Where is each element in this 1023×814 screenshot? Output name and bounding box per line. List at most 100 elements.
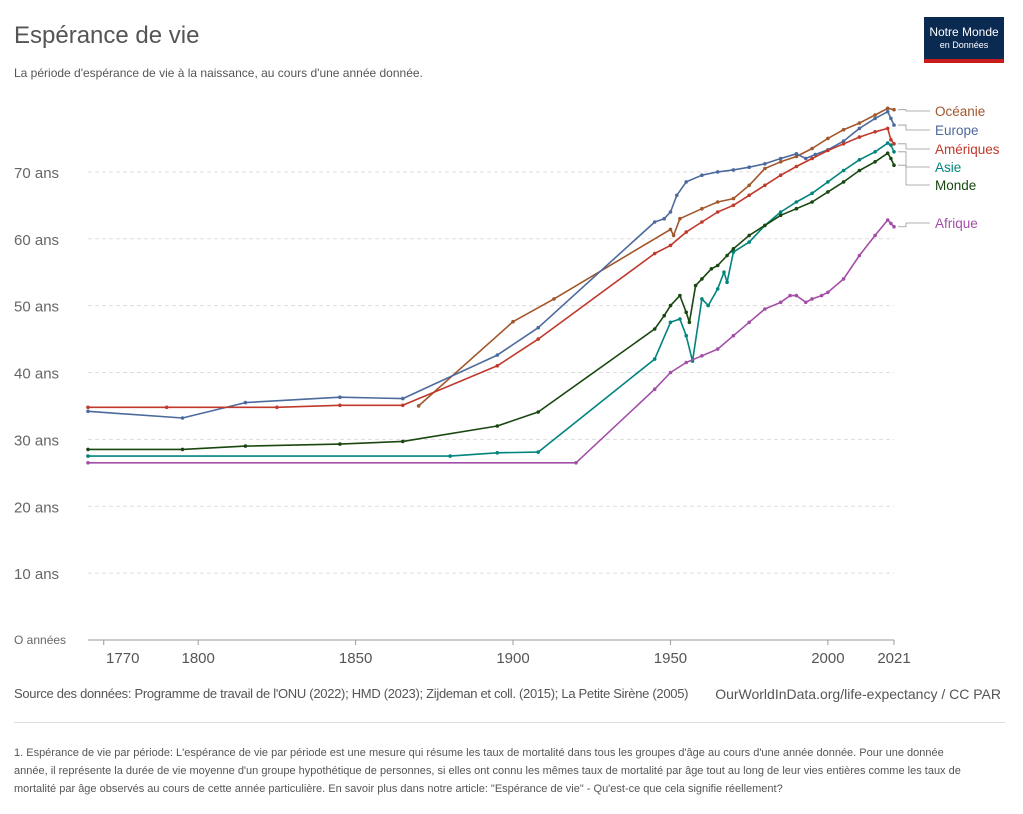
x-tick-label: 1800 [182,650,215,667]
data-point [652,387,657,392]
data-point [495,451,500,455]
data-point [892,107,896,112]
data-point [731,196,736,201]
data-point [671,233,676,238]
data-point [892,142,896,146]
data-point [675,193,679,198]
data-point [536,325,540,330]
x-axis: 1770 1800 1850 1900 1950 2000 2021 [88,639,911,667]
owid-logo[interactable]: Notre Monde en Données [924,17,1004,63]
y-tick-label: 10 ans [14,566,59,583]
data-point [794,154,799,159]
data-point [715,170,720,174]
series-line [88,142,895,457]
data-point [810,191,814,196]
data-point [778,213,783,218]
data-point [804,300,808,305]
data-point [709,267,714,271]
data-point [416,404,421,408]
data-point [778,160,783,164]
data-point [804,156,808,161]
data-point [86,454,90,458]
data-point [715,263,720,268]
data-point [731,333,736,338]
data-point [892,123,896,127]
data-point [747,320,751,325]
credit-link[interactable]: OurWorldInData.org/life-expectancy / CC … [715,686,1001,702]
chart-subtitle: La période d'espérance de vie à la naiss… [14,66,423,80]
data-point [873,160,877,164]
data-point [826,148,830,153]
data-point [725,253,729,258]
legend-connector [898,124,930,131]
data-point [338,442,342,446]
data-point [725,280,729,285]
legend-label: Asie [935,160,961,175]
y-tick-label: 40 ans [14,366,59,383]
data-point [180,416,185,420]
data-point [164,405,169,410]
data-point [652,251,657,256]
data-point [889,138,893,142]
series-asie [86,141,896,458]
data-point [857,168,862,173]
data-point [684,333,688,338]
data-point [684,310,688,315]
data-point [715,287,720,291]
data-point [763,162,767,166]
legend-connector [898,164,930,186]
data-point [275,405,279,410]
x-tick-label: 2021 [877,650,910,667]
data-point [511,319,515,324]
data-point [810,146,814,151]
series-amériques [86,126,896,410]
data-point [86,409,90,414]
data-point [873,130,877,134]
data-point [841,139,846,143]
data-point [536,337,540,341]
legend-label: Amériques [935,142,1000,157]
data-point [338,403,342,408]
data-point [706,303,710,308]
data-point [536,410,540,414]
data-point [243,400,248,405]
data-point [889,221,893,226]
series-lines [86,106,896,465]
data-point [668,370,673,375]
data-point [731,247,736,251]
data-point [857,253,862,258]
data-point [700,173,704,177]
data-point [684,230,688,234]
data-point [885,126,890,131]
data-point [495,364,500,368]
legend-label: Afrique [935,216,978,231]
data-point [86,405,90,410]
data-point [662,216,666,221]
data-point [693,283,698,288]
data-point [180,447,185,452]
data-point [722,270,726,275]
legend-connector [898,222,930,228]
data-point [652,327,657,331]
data-point [715,347,720,351]
data-point [826,190,830,194]
legend-label: Monde [935,178,976,193]
series-océanie [416,106,896,408]
data-point [700,277,704,281]
data-point [889,116,893,121]
data-point [873,116,877,121]
data-point [401,403,405,408]
data-point [885,141,890,145]
data-point [778,210,783,214]
series-line [88,152,895,451]
legend-label: Océanie [935,104,985,119]
data-point [794,293,799,298]
data-point [778,300,783,305]
data-point [338,395,342,400]
data-point [652,220,657,224]
data-point [841,168,846,173]
x-tick-label: 1850 [339,650,372,667]
series-monde [86,151,896,452]
data-point [826,290,830,295]
data-point [857,158,862,162]
